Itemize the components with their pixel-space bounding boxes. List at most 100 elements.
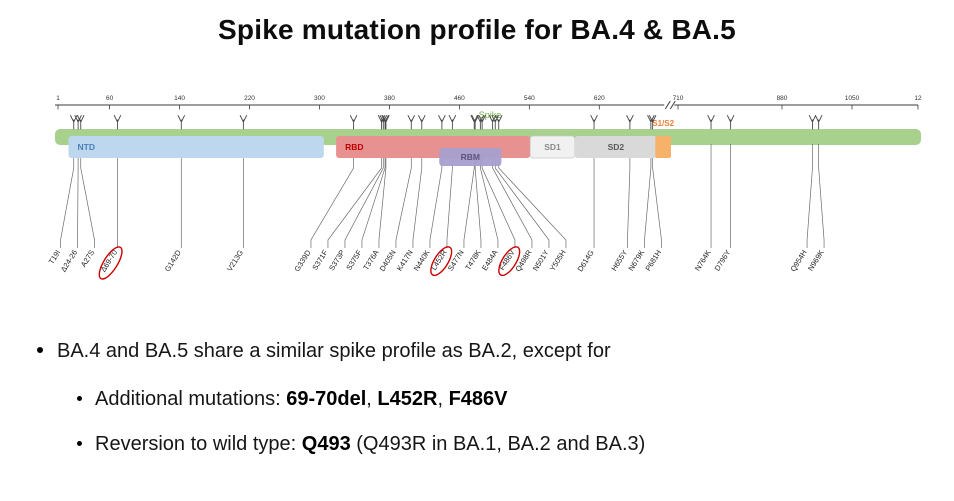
mutation-marker bbox=[488, 115, 497, 130]
s1s2-label: S1/S2 bbox=[652, 119, 674, 128]
mutation-marker bbox=[726, 115, 735, 130]
mutation-label: N501Y bbox=[531, 248, 551, 272]
bullet-main-text: BA.4 and BA.5 share a similar spike prof… bbox=[57, 340, 611, 362]
mutation-marker bbox=[470, 115, 478, 130]
spike-mutation-diagram: 1 60 140 220 300 380 460 540 620 710 880 1050 12 Spik… bbox=[0, 80, 954, 315]
mutation-label: V213G bbox=[225, 248, 245, 273]
connector-line bbox=[652, 144, 662, 248]
bullet-dot bbox=[37, 347, 43, 353]
mutation-label: S373P bbox=[327, 248, 347, 272]
mutation-marker bbox=[648, 115, 657, 130]
mutation-label: N764K bbox=[693, 248, 713, 272]
mutation-marker bbox=[478, 115, 486, 130]
axis-break-gap bbox=[664, 101, 675, 109]
bullet-sub-text: Additional mutations: 69-70del, L452R, F… bbox=[95, 388, 508, 410]
domain-box-sd2 bbox=[574, 136, 658, 158]
mutation-marker bbox=[471, 115, 479, 130]
mutation-marker bbox=[647, 115, 655, 130]
mutation-marker bbox=[349, 115, 358, 130]
mutation-circle-highlight bbox=[98, 246, 123, 280]
mutation-marker bbox=[626, 115, 634, 130]
mutation-marker bbox=[407, 115, 415, 130]
axis-break-mark bbox=[669, 100, 676, 110]
bullet-dot bbox=[77, 441, 82, 446]
bullet-main: BA.4 and BA.5 share a similar spike prof… bbox=[0, 338, 954, 364]
connector-line bbox=[60, 144, 75, 248]
axis-tick-label: 220 bbox=[244, 95, 255, 102]
domain-box-ntd bbox=[68, 136, 324, 158]
mutation-label: N679K bbox=[626, 248, 646, 272]
domain-label-sd1: SD1 bbox=[544, 142, 561, 152]
connector-line bbox=[494, 144, 550, 248]
bullet-text-segment: Reversion to wild type: bbox=[95, 433, 302, 455]
connector-line bbox=[412, 144, 423, 248]
mutation-label: Δ24-26 bbox=[59, 248, 79, 273]
domain-label-sd2: SD2 bbox=[608, 142, 625, 152]
mutation-circle-highlight bbox=[430, 246, 453, 277]
mutation-marker bbox=[476, 115, 485, 130]
mutation-label: A27S bbox=[79, 248, 96, 268]
mutation-label-circled: Δ69-70 bbox=[99, 248, 119, 273]
mutation-marker bbox=[239, 115, 248, 130]
mutation-circle-highlight bbox=[498, 246, 521, 277]
diagram-svg: 1 60 140 220 300 380 460 540 620 710 880 1050 12 Spik… bbox=[47, 95, 922, 280]
connector-line bbox=[627, 144, 631, 248]
connector-line bbox=[498, 144, 567, 248]
mutation-label: N969K bbox=[806, 248, 826, 272]
mutation-label: H655Y bbox=[609, 248, 629, 272]
axis-tick-label: 140 bbox=[174, 95, 185, 102]
mutation-highlight-text: F486V bbox=[448, 388, 508, 410]
bullet-sub-additional-mutations: Additional mutations: 69-70del, L452R, F… bbox=[0, 386, 954, 412]
mutation-label: E484A bbox=[480, 248, 500, 272]
mutation-label: P681H bbox=[643, 248, 663, 272]
axis-tick-label: 710 bbox=[673, 95, 684, 102]
connector-line bbox=[644, 144, 652, 248]
mutation-marker bbox=[113, 115, 122, 130]
axis-tick-label: 60 bbox=[106, 95, 114, 102]
axis-tick-label: 300 bbox=[314, 95, 325, 102]
mutation-label: K417N bbox=[395, 248, 415, 272]
connector-line bbox=[77, 144, 79, 248]
mutation-label: D796Y bbox=[713, 248, 733, 272]
s1s2-site-box bbox=[655, 136, 672, 158]
mutation-label: Q498R bbox=[513, 248, 534, 273]
axis-tick-label: 540 bbox=[524, 95, 535, 102]
mutation-marker bbox=[74, 115, 82, 130]
domain-label-rbd: RBD bbox=[345, 142, 363, 152]
connector-line bbox=[80, 144, 95, 248]
mutation-marker bbox=[70, 115, 78, 130]
bullet-text-segment: Additional mutations: bbox=[95, 388, 287, 410]
mutation-marker bbox=[707, 115, 715, 130]
bullet-sub-reversion: Reversion to wild type: Q493 (Q493R in B… bbox=[0, 431, 954, 457]
mutation-marker bbox=[448, 115, 457, 130]
mutation-marker bbox=[177, 115, 185, 130]
domain-label-ntd: NTD bbox=[77, 142, 94, 152]
mutation-highlight-text: 69-70del bbox=[286, 388, 367, 410]
mutation-marker bbox=[77, 115, 85, 130]
mutation-label: S375F bbox=[344, 248, 364, 272]
mutation-marker bbox=[379, 115, 387, 130]
mutation-label: D405N bbox=[378, 248, 398, 273]
axis-tick-label: 1050 bbox=[845, 95, 860, 102]
mutation-marker bbox=[382, 115, 390, 130]
mutation-highlight-text: L452R bbox=[377, 388, 438, 410]
axis-tick-label: 460 bbox=[454, 95, 465, 102]
mutation-marker bbox=[418, 115, 426, 130]
spike-label: Spike bbox=[479, 110, 502, 120]
mutation-label: T19I bbox=[47, 248, 63, 266]
rbm-box bbox=[439, 148, 502, 166]
axis-tick-label: 1 bbox=[56, 95, 60, 102]
axis-tick-label: 12 bbox=[914, 95, 922, 102]
bullet-text-segment: (Q493R in BA.1, BA.2 and BA.3) bbox=[350, 433, 646, 455]
connector-line bbox=[327, 144, 382, 248]
mutation-label: Y505H bbox=[548, 248, 568, 272]
mutation-label: G142D bbox=[163, 248, 184, 273]
mutation-label: D614G bbox=[576, 248, 596, 273]
mutation-label: G339D bbox=[292, 248, 313, 273]
axis-tick-label: 880 bbox=[777, 95, 788, 102]
axis-tick-label: 620 bbox=[594, 95, 605, 102]
connector-line bbox=[310, 144, 354, 248]
axis-break-mark bbox=[664, 100, 671, 110]
bullet-text-segment: , bbox=[366, 388, 378, 410]
